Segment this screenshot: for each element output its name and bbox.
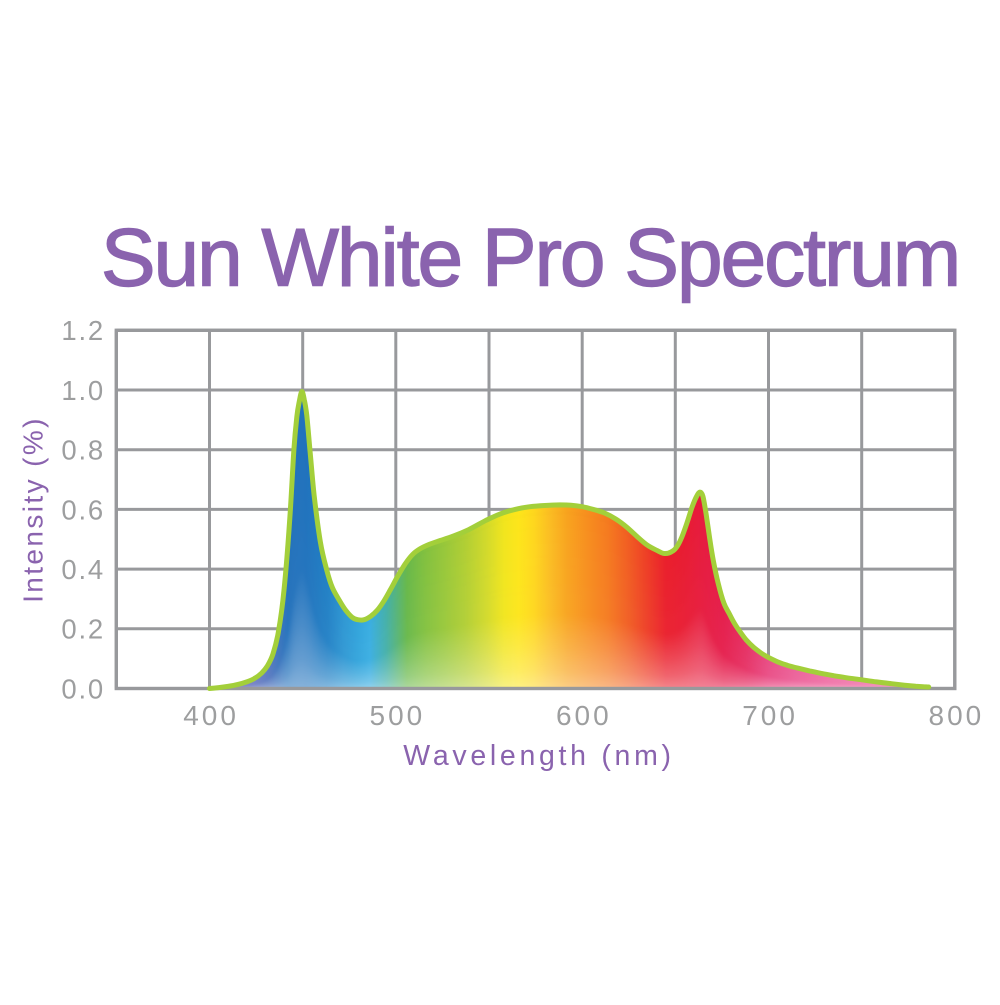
svg-text:Wavelength (nm): Wavelength (nm) bbox=[403, 740, 674, 772]
svg-text:1.2: 1.2 bbox=[61, 315, 105, 346]
svg-text:0.6: 0.6 bbox=[61, 494, 105, 525]
svg-text:1.0: 1.0 bbox=[61, 375, 105, 406]
svg-text:Sun White Pro Spectrum: Sun White Pro Spectrum bbox=[101, 213, 959, 304]
svg-text:400: 400 bbox=[183, 700, 239, 731]
svg-text:0.8: 0.8 bbox=[61, 435, 105, 466]
svg-text:0.2: 0.2 bbox=[61, 614, 105, 645]
svg-text:0.4: 0.4 bbox=[61, 554, 105, 585]
svg-text:0.0: 0.0 bbox=[61, 673, 105, 704]
svg-text:Intensity (%): Intensity (%) bbox=[18, 416, 49, 603]
svg-text:800: 800 bbox=[929, 700, 985, 731]
svg-text:600: 600 bbox=[556, 700, 612, 731]
svg-text:500: 500 bbox=[370, 700, 426, 731]
svg-text:700: 700 bbox=[742, 700, 798, 731]
